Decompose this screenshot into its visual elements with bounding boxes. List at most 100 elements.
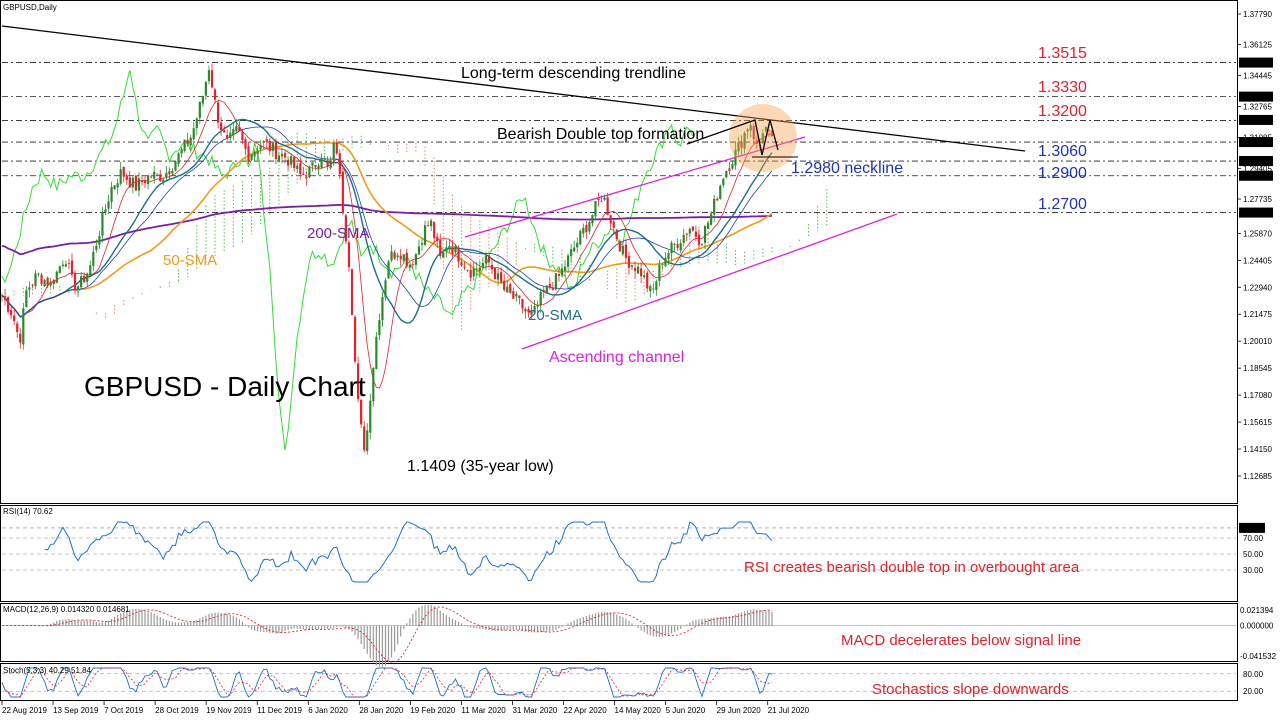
rsi-tick-label: 30.00 <box>1243 566 1264 575</box>
macd-label: MACD(12,26,9) 0.014320 0.014681 <box>3 605 130 614</box>
candle <box>311 162 314 172</box>
stoch-tick-label: 80.00 <box>1243 670 1264 679</box>
candle <box>277 151 281 163</box>
candle <box>472 262 475 281</box>
candle <box>722 177 725 188</box>
candle <box>697 229 701 250</box>
candle <box>363 421 366 453</box>
candle <box>241 128 244 145</box>
candle <box>347 240 351 272</box>
candle <box>591 214 594 227</box>
candle <box>92 246 95 272</box>
candle <box>408 263 411 272</box>
price-tag <box>1239 156 1273 167</box>
indicator-lines <box>1 70 773 451</box>
candle <box>265 135 268 149</box>
stoch-label: Stoch(5,3,3) 40.29 51.84 <box>3 666 92 675</box>
candle <box>633 261 637 279</box>
candle <box>67 258 71 270</box>
candle <box>10 304 13 320</box>
candle <box>627 251 631 275</box>
level-label-13200: 1.3200 <box>1038 103 1087 120</box>
sma200-label: 200-SMA <box>307 225 370 242</box>
candle <box>83 272 86 283</box>
candle <box>356 356 360 403</box>
candle <box>752 123 755 145</box>
candle <box>417 239 421 256</box>
candle <box>551 281 554 291</box>
candle <box>588 218 591 235</box>
candle <box>436 232 439 249</box>
macd-signal <box>2 606 773 663</box>
candle <box>22 302 25 350</box>
candle <box>694 225 698 242</box>
candle <box>700 243 704 246</box>
candle <box>454 244 457 255</box>
oscillators <box>1 521 1236 698</box>
x-tick-label: 28 Jan 2020 <box>359 706 404 715</box>
y-tick-label: 1.34445 <box>1243 72 1272 81</box>
candle <box>387 259 390 279</box>
candle <box>381 291 384 327</box>
candle <box>183 139 186 153</box>
candle <box>390 245 393 263</box>
candle <box>716 196 719 202</box>
price-tag-label: 1.30832 <box>1242 138 1271 147</box>
y-tick-label: 1.32765 <box>1243 102 1272 111</box>
candle <box>527 306 530 318</box>
candle <box>630 264 634 271</box>
candle <box>719 184 722 200</box>
candle <box>636 263 640 274</box>
candle <box>612 219 615 235</box>
candle <box>509 282 512 294</box>
candle <box>98 230 101 249</box>
price-tag-label: 1.35150 <box>1242 59 1271 68</box>
candle <box>177 151 180 167</box>
level-label-13515: 1.3515 <box>1038 45 1087 62</box>
candle <box>186 132 189 147</box>
candle <box>655 279 658 296</box>
candle <box>682 228 685 247</box>
candle <box>220 116 223 136</box>
rsi-line <box>44 521 773 583</box>
candle <box>213 88 217 104</box>
candle <box>676 238 679 251</box>
sma20-line <box>1 118 773 324</box>
candle <box>512 287 515 299</box>
candle <box>232 121 235 140</box>
level-label-13330: 1.3330 <box>1038 79 1087 96</box>
y-tick-label: 1.27735 <box>1243 195 1272 204</box>
candle <box>396 252 399 261</box>
candle <box>101 206 104 243</box>
y-tick-label: 1.37790 <box>1243 10 1272 19</box>
candle <box>713 195 716 222</box>
candle <box>542 285 545 299</box>
axes: 1.377901.361251.344451.327651.310851.294… <box>1 10 1277 715</box>
rsi-label: RSI(14) 70.62 <box>3 507 53 516</box>
candle <box>283 150 287 164</box>
candle <box>576 237 579 253</box>
candle <box>640 262 643 283</box>
candle <box>344 213 348 245</box>
candle <box>143 176 147 189</box>
candle <box>475 261 478 276</box>
candle <box>706 220 710 230</box>
candle <box>198 101 201 125</box>
candle <box>579 229 582 246</box>
candle <box>533 299 536 315</box>
x-tick-label: 28 Oct 2019 <box>155 706 199 715</box>
x-tick-label: 22 Apr 2020 <box>564 706 608 715</box>
candle <box>80 272 83 290</box>
rsi-pane-frame <box>0 505 1238 602</box>
candle <box>162 177 165 186</box>
candle <box>247 142 250 165</box>
stoch-pane-frame <box>0 663 1238 701</box>
candle <box>104 203 107 216</box>
candle <box>58 265 61 274</box>
candle <box>761 129 764 144</box>
symbol-label: GBPUSD,Daily <box>3 3 57 12</box>
candle <box>405 248 408 269</box>
x-tick-label: 14 May 2020 <box>615 706 662 715</box>
candle <box>518 295 521 305</box>
